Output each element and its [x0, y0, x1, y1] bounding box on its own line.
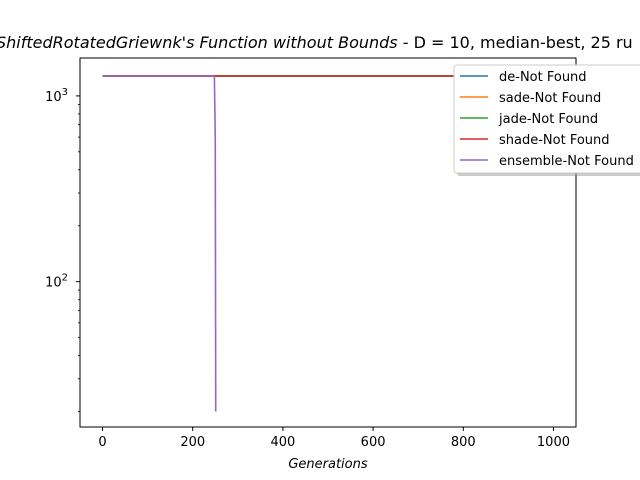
legend-label: shade-Not Found	[499, 133, 610, 148]
legend-box	[453, 64, 640, 174]
legend-label: jade-Not Found	[498, 112, 598, 127]
y-tick-label: 102	[45, 273, 68, 291]
y-tick-label: 103	[45, 87, 68, 105]
series-line-ensemble	[102, 75, 217, 412]
legend: de-Not Found sade-Not Found jade-Not Found…	[453, 64, 640, 176]
x-axis-title: Generations	[288, 457, 368, 472]
plot-area	[79, 57, 577, 428]
axes-frame	[79, 57, 577, 428]
x-axis: 0 200 400 600 800 1000	[98, 427, 570, 450]
y-axis: 102 103	[45, 87, 80, 412]
legend-label: sade-Not Found	[499, 91, 601, 106]
chart-title-italic: ShiftedRotatedGriewnk's Function without…	[0, 33, 398, 52]
x-tick-label: 800	[451, 435, 476, 450]
x-tick-label: 200	[180, 435, 205, 450]
legend-label: de-Not Found	[499, 70, 587, 85]
legend-label: ensemble-Not Found	[499, 154, 634, 169]
x-tick-label: 0	[98, 435, 106, 450]
chart-title: ShiftedRotatedGriewnk's Function without…	[0, 33, 633, 52]
x-tick-label: 1000	[537, 435, 570, 450]
x-tick-label: 600	[361, 435, 386, 450]
chart-title-rest: - D = 10, median-best, 25 ru	[398, 33, 633, 52]
legend-items: de-Not Found sade-Not Found jade-Not Found…	[460, 70, 634, 169]
x-tick-label: 400	[270, 435, 295, 450]
